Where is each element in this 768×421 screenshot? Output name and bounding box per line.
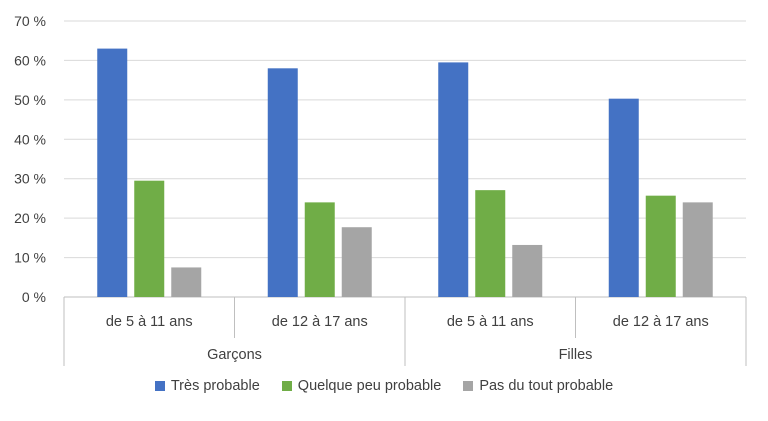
legend-label-pas-du-tout-probable: Pas du tout probable [479, 378, 614, 394]
legend-swatch-pas-du-tout-probable [463, 381, 474, 391]
bar-pas-du-tout-probable [171, 267, 202, 297]
legend-swatch-tres-probable [154, 381, 165, 391]
bar-tr-s-probable [97, 48, 128, 297]
x-category-label: de 12 à 17 ans [613, 314, 709, 330]
legend-label-tres-probable: Très probable [170, 378, 260, 394]
y-tick-label: 20 % [14, 210, 46, 226]
y-tick-label: 50 % [14, 92, 46, 108]
bar-tr-s-probable [608, 98, 639, 297]
bar-tr-s-probable [438, 62, 469, 298]
bar-tr-s-probable [267, 68, 298, 297]
x-group-label: Filles [559, 347, 593, 363]
bar-pas-du-tout-probable [682, 202, 713, 297]
y-tick-label: 10 % [14, 250, 46, 266]
y-tick-label: 40 % [14, 131, 46, 147]
bar-pas-du-tout-probable [341, 227, 372, 297]
bar-chart: 0 % 10 % 20 % 30 % 40 % 50 % 60 % 70 % de 5 à 11… [14, 13, 747, 366]
legend-item-tres-probable: Très probable [154, 378, 260, 394]
legend-item-quelque-peu-probable: Quelque peu probable [281, 378, 442, 394]
legend: Très probable Quelque peu probable Pas d… [0, 378, 768, 394]
x-category-label: de 5 à 11 ans [447, 314, 534, 330]
legend-swatch-quelque-peu-probable [281, 381, 292, 391]
bar-quelque-peu-probable [645, 195, 676, 297]
y-tick-label: 0 % [22, 289, 46, 305]
bar-quelque-peu-probable [475, 190, 506, 297]
x-category-label: de 12 à 17 ans [272, 314, 368, 330]
legend-item-pas-du-tout-probable: Pas du tout probable [463, 378, 613, 394]
x-group-label: Garçons [207, 347, 262, 363]
y-tick-label: 60 % [14, 52, 46, 68]
bar-pas-du-tout-probable [512, 244, 543, 297]
bar-quelque-peu-probable [134, 180, 165, 297]
x-category-label: de 5 à 11 ans [106, 314, 193, 330]
y-tick-label: 30 % [14, 171, 46, 187]
legend-label-quelque-peu-probable: Quelque peu probable [297, 378, 442, 394]
bar-quelque-peu-probable [304, 202, 335, 297]
y-tick-label: 70 % [14, 13, 46, 29]
